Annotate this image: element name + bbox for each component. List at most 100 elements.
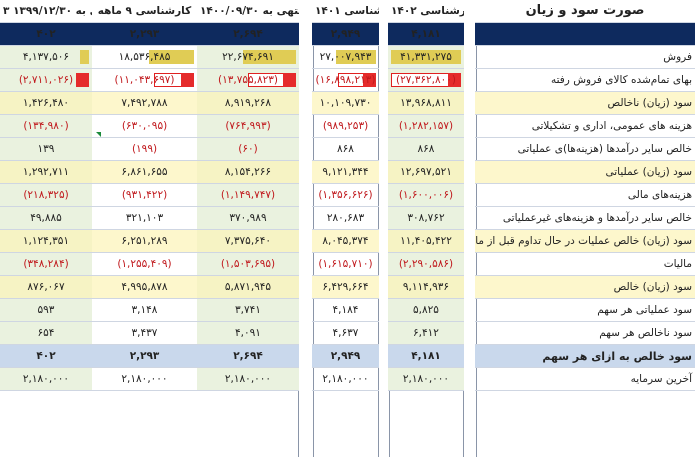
table-row: خالص سایر درآمدها (هزینه‌ها)ی عملیاتی <box>475 137 695 161</box>
table-row: هزینه‌های مالی <box>475 183 695 207</box>
table-row: (۲,۷۱۱,۰۲۶) (۱۱,۰۴۳,۶۹۷) (۱۳,۷۵۵,۸۲۳) <box>0 68 299 92</box>
eps-strip-row: ۴,۱۸۱ <box>388 22 464 46</box>
cell-c3m: ۱,۴۲۶,۴۸۰ <box>0 91 92 115</box>
cell-c1402: ۴۱,۳۳۱,۲۷۵ <box>388 45 464 69</box>
cell-value: ۳,۷۴۱ <box>235 304 261 316</box>
table-row: فروش <box>475 45 695 69</box>
cell-value: ۴۹,۸۸۵ <box>30 212 62 224</box>
cell-value: ۶,۲۵۱,۲۸۹ <box>121 235 168 247</box>
column-header-c1401: کارشناسی ۱۴۰۱ <box>312 0 379 23</box>
cell-value: (۷۶۴,۹۹۳) <box>225 120 271 132</box>
table-row: ۱۲,۶۹۷,۵۲۱ <box>388 160 464 184</box>
cell-value: ۱۱,۴۰۵,۴۲۲ <box>400 235 452 247</box>
cell-value: ۲,۲۹۳ <box>129 350 160 362</box>
column-header-c1400: منتهی به ۱۴۰۰/۰۹/۳۰ <box>197 0 299 23</box>
cell-value: (۱,۳۵۶,۶۲۶) <box>318 189 373 201</box>
cell-c9m: (۱,۲۵۵,۴۰۹) <box>92 252 197 276</box>
table-row: ۶,۴۱۲ <box>388 321 464 345</box>
cell-value: (۱,۱۴۹,۷۴۷) <box>220 189 276 201</box>
cell-value: (۶۳۰,۰۹۵) <box>121 120 168 132</box>
table-row: خالص سایر درآمدها و هزینه‌های غیرعملیاتی <box>475 206 695 230</box>
cell-value: ۲۷,۰۰۷,۹۴۳ <box>319 51 372 63</box>
eps-strip-row <box>475 22 695 46</box>
header-row: کارشناسی ۱۴۰۲ <box>388 0 464 23</box>
cell-c1400: ۲,۱۸۰,۰۰۰ <box>197 367 299 391</box>
cell-c3m: ۵۹۳ <box>0 298 92 322</box>
cell-value: (۱۹۹) <box>131 143 158 155</box>
row-label: سود ناخالص هر سهم <box>475 321 695 345</box>
eps-strip-c3m: ۴۰۲ <box>0 22 92 46</box>
table-row: (۱,۶۱۵,۷۱۰) <box>312 252 379 276</box>
cell-c3m: (۲۱۸,۳۲۵) <box>0 183 92 207</box>
table-row: ۸۶۸ <box>312 137 379 161</box>
cell-value: ۴,۰۹۱ <box>235 327 261 339</box>
cell-value: ۱۳,۹۶۸,۸۱۱ <box>400 97 452 109</box>
cell-c3m: ۶۵۴ <box>0 321 92 345</box>
cell-value: ۲,۱۸۰,۰۰۰ <box>402 373 450 385</box>
cell-c9m: ۴,۹۹۵,۸۷۸ <box>92 275 197 299</box>
eps-strip-c1401: ۲,۹۴۹ <box>312 22 379 46</box>
cell-value: (۱,۶۱۵,۷۱۰) <box>318 258 373 270</box>
cell-value: ۴,۶۳۷ <box>332 327 359 339</box>
row-label: سود (زیان) عملیاتی <box>475 160 695 184</box>
cell-value: ۴۰۲ <box>36 350 56 362</box>
cell-c9m: ۲,۱۸۰,۰۰۰ <box>92 367 197 391</box>
table-row: (۳۴۸,۲۸۴) (۱,۲۵۵,۴۰۹) (۱,۵۰۳,۶۹۵) <box>0 252 299 276</box>
cell-c3m: ۴۹,۸۸۵ <box>0 206 92 230</box>
cell-value: ۳۲۱,۱۰۳ <box>125 212 164 224</box>
table-row: ۱,۲۹۲,۷۱۱ ۶,۸۶۱,۶۵۵ ۸,۱۵۴,۲۶۶ <box>0 160 299 184</box>
table-row: (۹۸۹,۲۵۳) <box>312 114 379 138</box>
cell-c1402: ۱۳,۹۶۸,۸۱۱ <box>388 91 464 115</box>
bar-cap <box>181 73 194 87</box>
cell-value: ۷,۴۹۲,۷۸۸ <box>121 97 168 109</box>
table-row: هزینه های عمومی، اداری و تشکیلاتی <box>475 114 695 138</box>
cell-c1401: ۸,۰۴۵,۳۷۴ <box>312 229 379 253</box>
bar-fill <box>149 50 194 64</box>
table-row: (۱۶,۸۹۸,۲۱۳) <box>312 68 379 92</box>
cell-value: (۱,۶۰۰,۰۰۶) <box>398 189 454 201</box>
eps-strip-row: ۲,۹۴۹ <box>312 22 379 46</box>
cell-c3m: ۲,۱۸۰,۰۰۰ <box>0 367 92 391</box>
table-row: ۴۰۲ ۲,۲۹۳ ۲,۶۹۴ <box>0 344 299 368</box>
table-row: ۱۳۹ (۱۹۹) (۶۰) <box>0 137 299 161</box>
cell-c3m: ۴۰۲ <box>0 344 92 368</box>
cell-value: (۶۰) <box>238 143 258 155</box>
cell-c1401: (۱,۶۱۵,۷۱۰) <box>312 252 379 276</box>
bar-fill <box>391 50 461 64</box>
cell-value: ۸۷۶,۰۶۷ <box>27 281 65 293</box>
cell-value: ۱۳۹ <box>37 143 55 155</box>
c1402-table: کارشناسی ۱۴۰۲۴,۱۸۱۴۱,۳۳۱,۲۷۵(۲۷,۳۶۲,۸۰۰)… <box>388 0 464 391</box>
cell-value: ۱,۲۹۲,۷۱۱ <box>22 166 70 178</box>
table-row: ۵۹۳ ۳,۱۴۸ ۳,۷۴۱ <box>0 298 299 322</box>
table-row: ۶,۴۲۹,۶۶۴ <box>312 275 379 299</box>
cogs-data-bar: (۱۶,۸۹۸,۲۱۳) <box>315 72 376 88</box>
table-row: (۱۳۴,۹۸۰) (۶۳۰,۰۹۵) (۷۶۴,۹۹۳) <box>0 114 299 138</box>
table-row: ۴۱,۳۳۱,۲۷۵ <box>388 45 464 69</box>
table-row: ۱۳,۹۶۸,۸۱۱ <box>388 91 464 115</box>
cell-value: ۴,۱۸۴ <box>332 304 359 316</box>
table-row: (۲,۲۹۰,۵۸۶) <box>388 252 464 276</box>
table-row: ۸۶۸ <box>388 137 464 161</box>
cogs-data-bar: (۱۱,۰۴۳,۶۹۷) <box>95 72 194 88</box>
cell-value: ۱۰,۱۰۹,۷۳۰ <box>319 97 372 109</box>
cell-c3m: ۱,۱۲۴,۳۵۱ <box>0 229 92 253</box>
table-row: ۲,۱۸۰,۰۰۰ ۲,۱۸۰,۰۰۰ ۲,۱۸۰,۰۰۰ <box>0 367 299 391</box>
cell-c1402: ۵,۸۲۵ <box>388 298 464 322</box>
cell-value: (۲۱۸,۳۲۵) <box>23 189 69 201</box>
table-row: ۴,۱۸۱ <box>388 344 464 368</box>
row-label: سود (زیان) ناخالص <box>475 91 695 115</box>
cell-value: ۲,۱۸۰,۰۰۰ <box>121 373 168 385</box>
bar-fill <box>336 50 376 64</box>
cell-c1402: ۱۲,۶۹۷,۵۲۱ <box>388 160 464 184</box>
table-row: ۹,۱۲۱,۳۴۴ <box>312 160 379 184</box>
cell-value: ۲,۱۸۰,۰۰۰ <box>22 373 70 385</box>
cell-c1401: ۴,۱۸۴ <box>312 298 379 322</box>
cell-value: ۳۰۸,۷۶۲ <box>407 212 445 224</box>
table-row: ۵,۸۲۵ <box>388 298 464 322</box>
cell-value: ۴,۱۸۱ <box>411 350 441 362</box>
cell-value: (۱,۵۰۳,۶۹۵) <box>220 258 276 270</box>
cell-value: ۲۸۰,۶۸۳ <box>326 212 365 224</box>
